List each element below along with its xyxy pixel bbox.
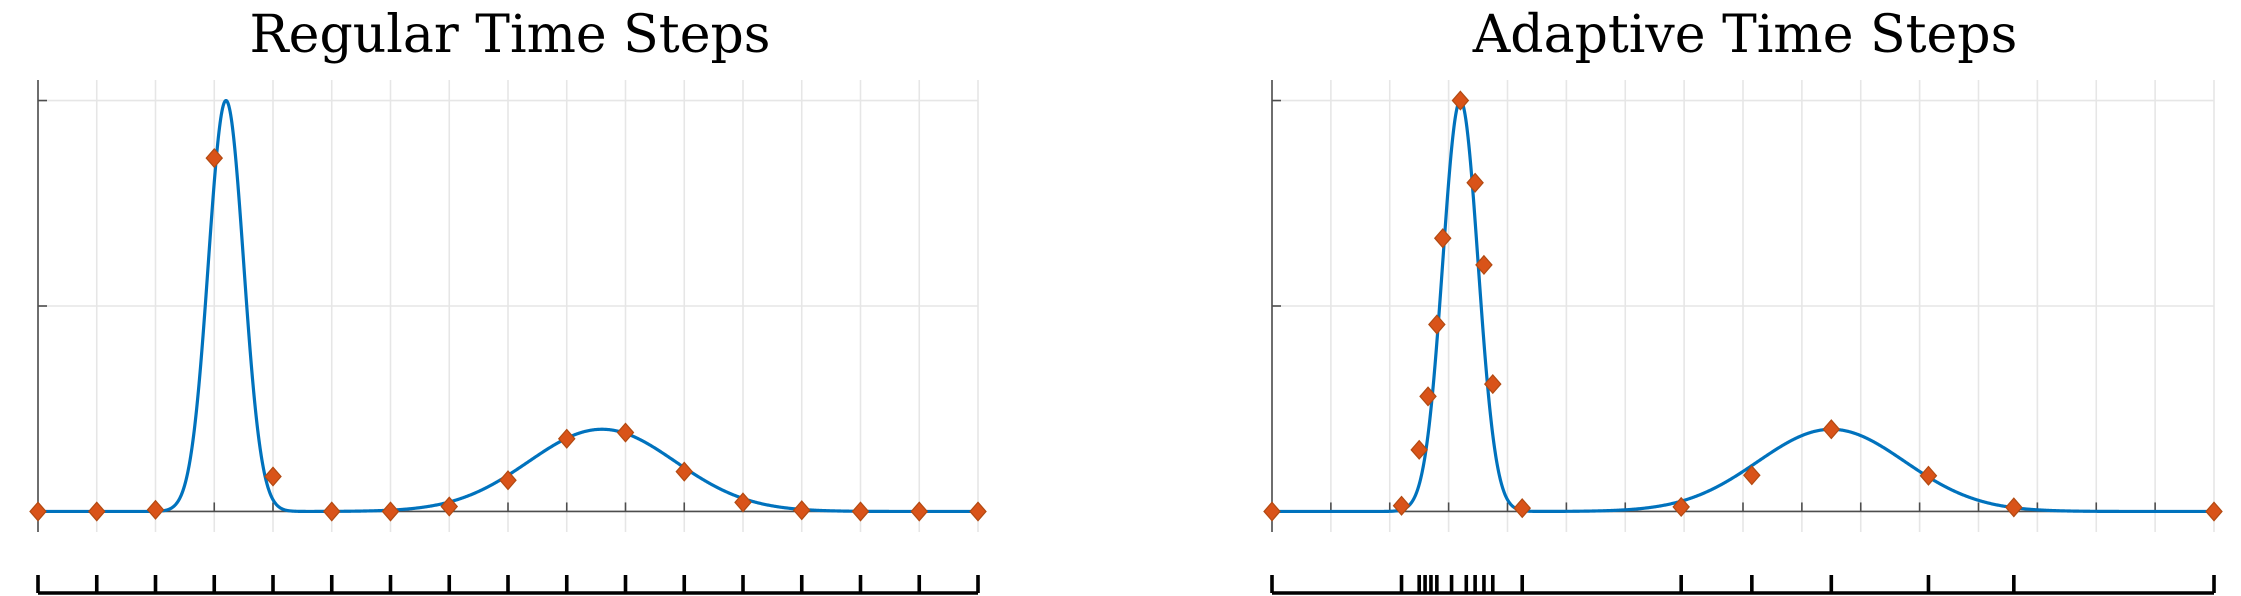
data-point bbox=[675, 461, 694, 482]
data-point bbox=[792, 500, 811, 521]
data-point bbox=[1392, 495, 1411, 516]
chart-title: Regular Time Steps bbox=[250, 5, 771, 65]
data-point bbox=[1919, 465, 1938, 486]
regular-time-steps-panel: Regular Time Steps bbox=[29, 5, 987, 595]
data-point bbox=[2205, 501, 2223, 522]
grid-lines bbox=[37, 80, 979, 532]
data-point bbox=[205, 147, 224, 169]
data-point bbox=[322, 501, 341, 522]
data-point bbox=[734, 492, 752, 513]
series-line bbox=[1270, 98, 2216, 514]
data-point bbox=[2005, 497, 2023, 518]
data-point bbox=[1672, 496, 1690, 518]
data-point bbox=[969, 501, 987, 522]
data-markers bbox=[29, 147, 987, 522]
data-markers bbox=[1263, 90, 2223, 522]
grid-lines bbox=[1271, 80, 2215, 532]
data-point bbox=[1475, 254, 1493, 276]
data-point bbox=[1410, 439, 1428, 460]
data-point bbox=[1433, 228, 1452, 249]
data-point bbox=[616, 422, 635, 443]
data-point bbox=[557, 428, 576, 449]
data-point bbox=[264, 466, 282, 487]
adaptive-time-steps-panel: Adaptive Time Steps bbox=[1263, 5, 2223, 595]
data-point bbox=[1483, 373, 1502, 395]
data-point bbox=[440, 496, 459, 517]
data-point bbox=[1428, 314, 1446, 335]
data-point bbox=[1743, 465, 1761, 486]
data-point bbox=[1466, 172, 1484, 193]
data-point bbox=[1263, 501, 1281, 522]
data-point bbox=[1822, 419, 1841, 440]
data-point bbox=[1419, 386, 1437, 407]
data-point bbox=[499, 470, 517, 491]
time-step-rug bbox=[1270, 575, 2216, 595]
data-point bbox=[381, 501, 400, 522]
time-step-rug bbox=[36, 575, 980, 595]
data-point bbox=[1513, 498, 1532, 519]
data-point bbox=[29, 501, 47, 522]
data-point bbox=[87, 501, 106, 522]
data-point bbox=[851, 501, 870, 522]
data-point bbox=[146, 499, 165, 520]
data-point bbox=[1451, 90, 1470, 111]
data-point bbox=[910, 501, 929, 522]
chart-title: Adaptive Time Steps bbox=[1472, 5, 2018, 65]
